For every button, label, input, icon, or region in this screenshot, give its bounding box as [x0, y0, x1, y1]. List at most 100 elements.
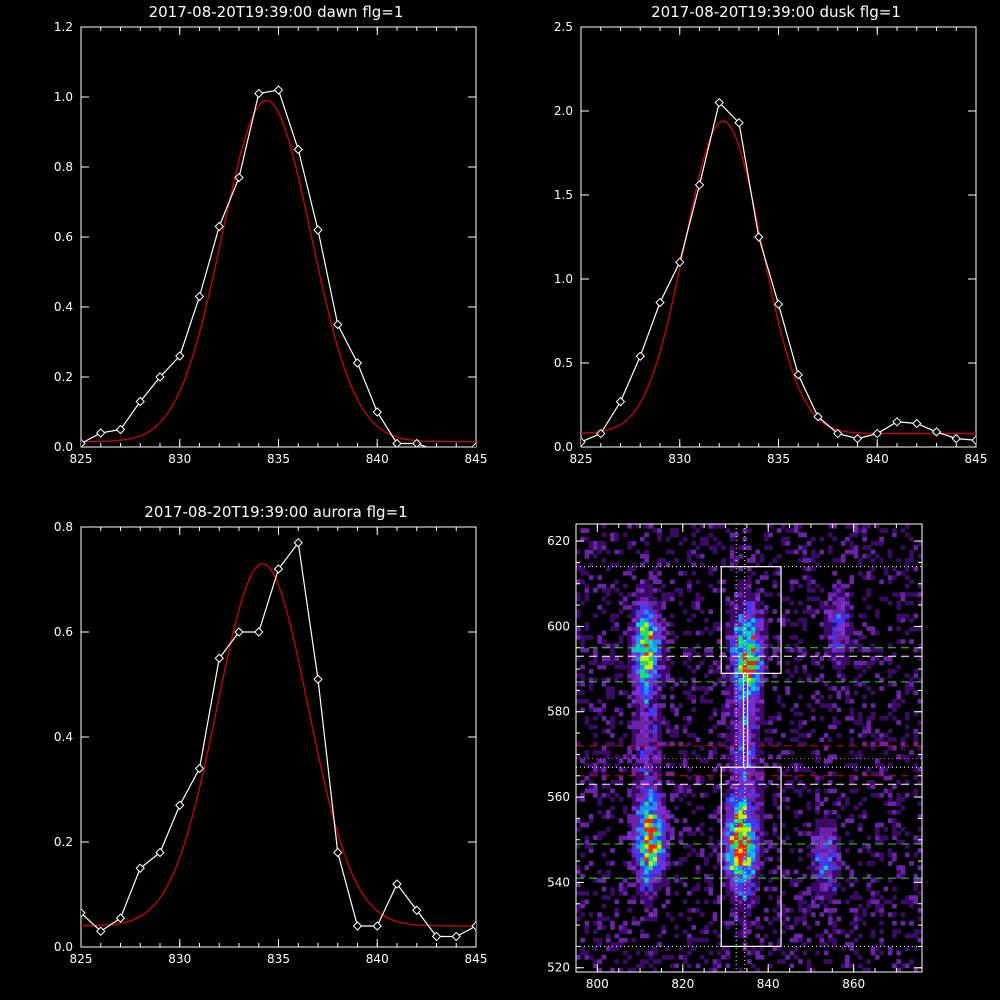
heatmap-cell	[917, 839, 923, 845]
heatmap-cell	[793, 920, 799, 926]
heatmap-cell	[640, 856, 645, 862]
heatmap-cell	[691, 707, 697, 713]
heatmap-cell	[832, 660, 837, 666]
heatmap-cell	[828, 826, 833, 832]
heatmap-cell	[644, 754, 650, 760]
heatmap-cell	[896, 792, 902, 798]
heatmap-cell	[665, 835, 671, 841]
heatmap-cell	[913, 967, 919, 973]
heatmap-cell	[828, 622, 833, 627]
heatmap-cell	[776, 767, 782, 772]
heatmap-cell	[725, 673, 731, 678]
heatmap-cell	[806, 788, 812, 794]
heatmap-cell	[755, 630, 761, 636]
heatmap-cell	[751, 630, 756, 636]
heatmap-cell	[635, 588, 641, 593]
heatmap-cell	[729, 818, 735, 824]
heatmap-cell	[845, 634, 850, 640]
heatmap-cell	[605, 784, 611, 789]
heatmap-cell	[746, 724, 752, 730]
heatmap-cell	[652, 861, 658, 866]
heatmap-cell	[742, 929, 748, 934]
heatmap-cell	[768, 869, 773, 875]
dawn-y-tick-label: 0.4	[54, 300, 73, 314]
heatmap-cell	[798, 762, 803, 768]
heatmap-cell	[648, 652, 654, 657]
heatmap-cell	[580, 647, 585, 653]
heatmap-cell	[699, 822, 705, 828]
heatmap-cell	[887, 600, 893, 606]
heatmap-cell	[857, 630, 863, 636]
heatmap-cell	[815, 873, 820, 879]
heatmap-cell	[755, 835, 761, 841]
heatmap-cell	[648, 698, 654, 704]
heatmap-cell	[823, 797, 829, 802]
heatmap-cell	[798, 908, 803, 913]
heatmap-cell	[648, 767, 654, 772]
heatmap-cell	[695, 882, 701, 888]
heatmap-cell	[674, 818, 679, 824]
heatmap-cell	[729, 856, 735, 862]
heatmap-cell	[661, 630, 667, 636]
heatmap-cell	[862, 596, 867, 602]
heatmap-cell	[755, 797, 761, 802]
heatmap-cell	[597, 664, 603, 670]
heatmap-cell	[755, 852, 761, 858]
heatmap-cell	[879, 908, 884, 913]
heatmap-cell	[789, 600, 795, 606]
heatmap-cell	[836, 660, 842, 666]
dusk-data-point	[852, 433, 863, 444]
heatmap-cell	[593, 771, 598, 777]
heatmap-cell	[635, 583, 641, 589]
heatmap-cell	[601, 583, 607, 589]
heatmap-cell	[635, 822, 641, 828]
heatmap-cell	[815, 792, 820, 798]
heatmap-cell	[738, 639, 743, 644]
heatmap-cell	[729, 797, 735, 802]
heatmap-cell	[738, 797, 743, 802]
heatmap-cell	[751, 558, 756, 563]
heatmap-cell	[580, 634, 585, 640]
heatmap-cell	[904, 562, 910, 568]
heatmap-cell	[665, 946, 671, 952]
heatmap-cell	[751, 861, 756, 866]
heatmap-cell	[823, 600, 829, 606]
heatmap-cell	[887, 912, 893, 917]
heatmap-cell	[652, 916, 658, 922]
heatmap-cell	[887, 788, 893, 794]
heatmap-cell	[738, 698, 743, 704]
heatmap-cell	[708, 686, 714, 691]
heatmap-cell	[640, 686, 645, 691]
heatmap-cell	[836, 605, 842, 610]
heatmap-cell	[716, 669, 722, 674]
heatmap-cell	[746, 835, 752, 841]
heatmap-cell	[751, 809, 756, 815]
heatmap-cell	[849, 605, 855, 610]
heatmap-cell	[789, 937, 795, 943]
heatmap-cell	[785, 677, 790, 683]
heatmap-cell	[832, 844, 837, 849]
heatmap-cell	[678, 856, 684, 862]
heatmap-cell	[875, 831, 880, 836]
heatmap-cell	[652, 809, 658, 815]
heatmap-cell	[798, 694, 803, 700]
heatmap-cell	[601, 677, 607, 683]
heatmap-cell	[729, 562, 735, 568]
heatmap-cell	[661, 869, 667, 875]
heatmap-cell	[640, 852, 645, 858]
heatmap-cell	[601, 873, 607, 879]
heatmap-cell	[798, 532, 803, 538]
heatmap-cell	[832, 664, 837, 670]
heatmap-cell	[588, 703, 594, 708]
heatmap-cell	[755, 925, 761, 930]
heatmap-cell	[857, 801, 863, 806]
heatmap-cell	[768, 895, 773, 900]
heatmap-cell	[875, 609, 880, 614]
heatmap-cell	[896, 558, 902, 563]
heatmap-cell	[759, 673, 765, 678]
heatmap-cell	[913, 762, 919, 768]
heatmap-cell	[840, 613, 846, 619]
heatmap-cell	[845, 716, 850, 721]
heatmap-cell	[785, 686, 790, 691]
heatmap-cell	[751, 677, 756, 683]
